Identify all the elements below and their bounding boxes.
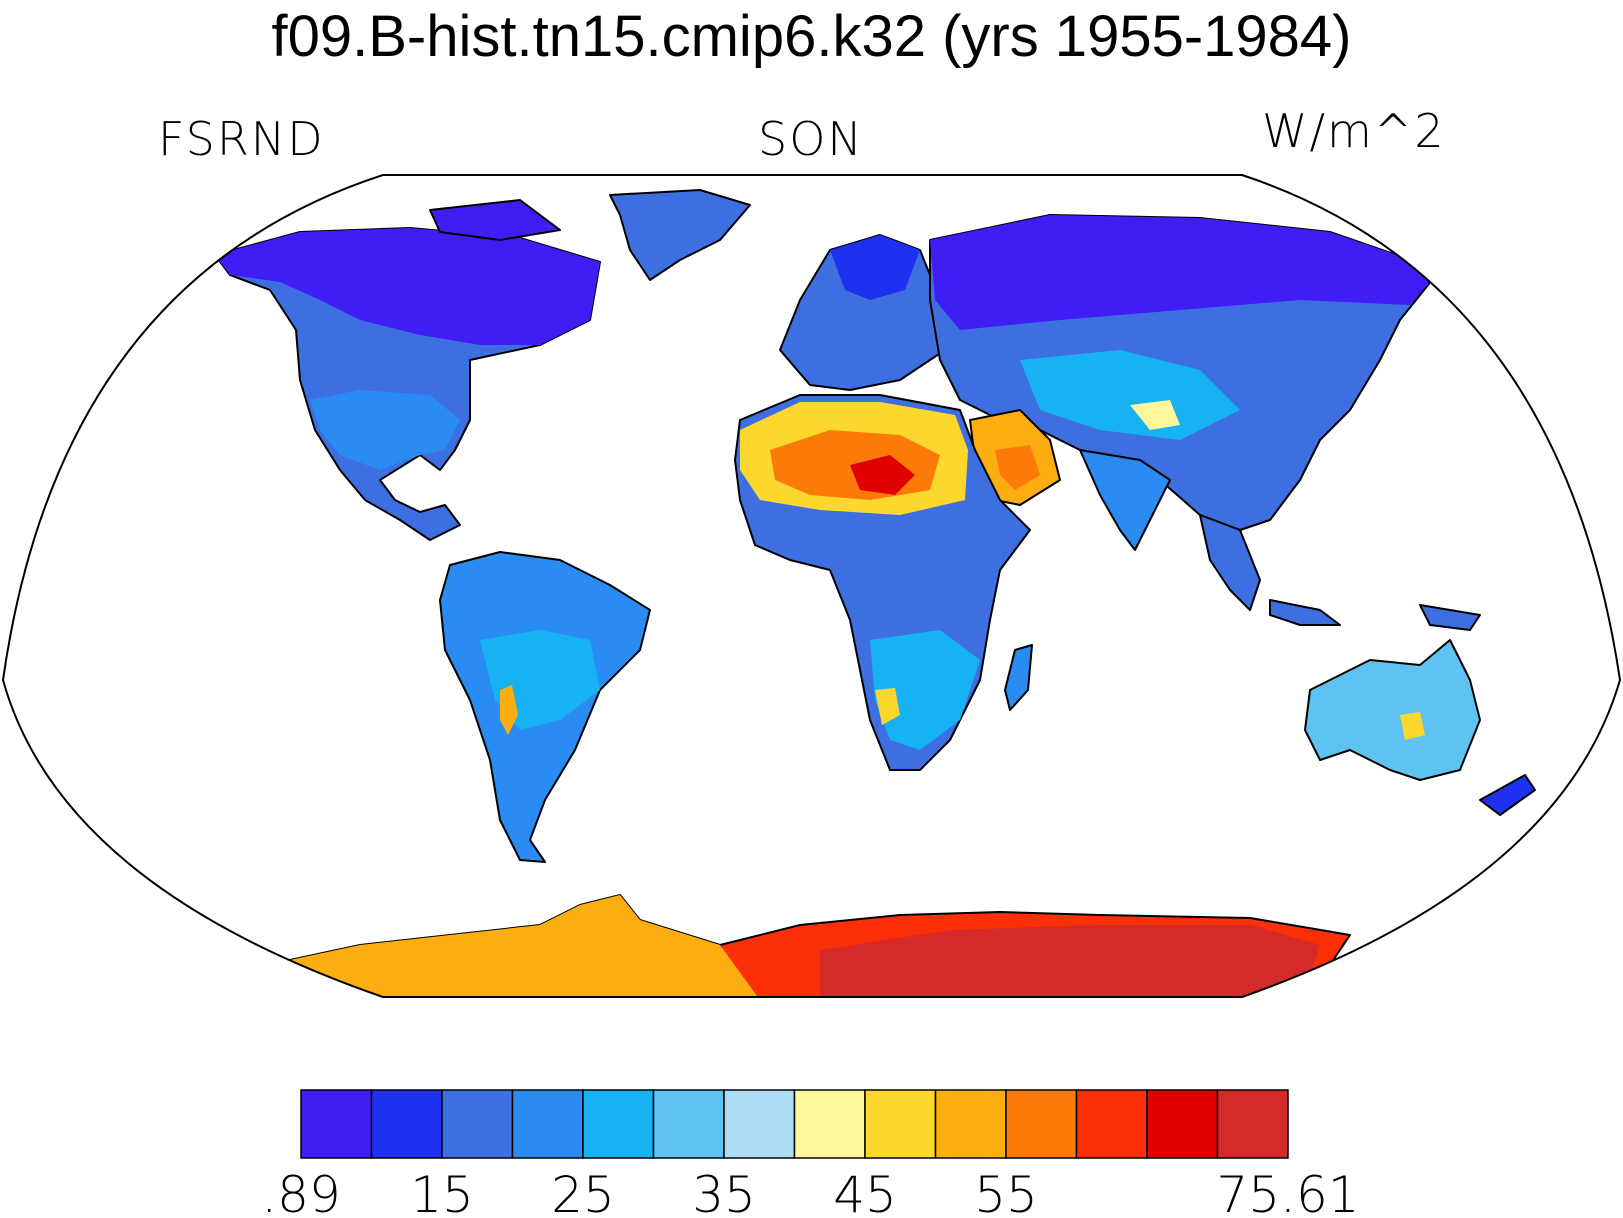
colorbar-box bbox=[864, 1089, 937, 1159]
australia-warm-patch bbox=[1400, 712, 1425, 740]
colorbar-tick-label: 75.61 bbox=[1216, 1166, 1359, 1218]
andes-warm-patch bbox=[500, 685, 518, 735]
colorbar-tick-labels: .89 15 25 35 45 55 75.61 bbox=[261, 1166, 1359, 1218]
colorbar-tick-label: 35 bbox=[692, 1166, 756, 1218]
australia-landmass bbox=[1304, 639, 1481, 781]
units-label: W/m^2 bbox=[1262, 104, 1446, 158]
southeast-asia bbox=[1199, 514, 1261, 611]
tibet-warm-patch bbox=[1130, 400, 1180, 430]
colorbar-tick-label: 45 bbox=[833, 1166, 897, 1218]
variable-label: FSRND bbox=[158, 112, 325, 166]
colorbar-box bbox=[1005, 1089, 1078, 1159]
north-america-south-band bbox=[310, 390, 460, 470]
plot-title: f09.B-hist.tn15.cmip6.k32 (yrs 1955-1984… bbox=[271, 4, 1352, 69]
central-asia-light bbox=[1020, 350, 1240, 440]
new-guinea bbox=[1419, 604, 1481, 631]
season-label: SON bbox=[758, 112, 864, 166]
colorbar-tick-label: 15 bbox=[410, 1166, 474, 1218]
colorbar-box bbox=[441, 1089, 514, 1159]
colorbar-tick-label: 25 bbox=[551, 1166, 615, 1218]
siberia-band bbox=[930, 215, 1440, 330]
east-antarctica-core bbox=[820, 925, 1320, 997]
colorbar-tick-label: .89 bbox=[261, 1166, 341, 1218]
west-antarctica-warm bbox=[270, 895, 760, 997]
india bbox=[1079, 449, 1171, 551]
colorbar-box bbox=[1146, 1089, 1219, 1159]
north-america-north-band bbox=[215, 228, 600, 345]
colorbar-box bbox=[793, 1089, 866, 1159]
colorbar-box bbox=[370, 1089, 443, 1159]
colorbar-box bbox=[934, 1089, 1007, 1159]
colorbar-box bbox=[723, 1089, 796, 1159]
colorbar-box bbox=[652, 1089, 725, 1159]
madagascar bbox=[1004, 644, 1033, 711]
scandinavia bbox=[830, 235, 920, 300]
kalahari-warm bbox=[875, 688, 900, 725]
new-zealand bbox=[1479, 774, 1536, 816]
indonesia bbox=[1269, 599, 1341, 626]
map-frame-outline bbox=[1, 174, 1622, 998]
canadian-archipelago bbox=[429, 199, 561, 241]
southern-africa-light bbox=[870, 630, 980, 750]
sahara-hottest bbox=[850, 455, 915, 495]
colorbar-box bbox=[300, 1089, 373, 1159]
map-projection-frame bbox=[1, 174, 1622, 998]
colorbar-box bbox=[582, 1089, 655, 1159]
greenland bbox=[609, 189, 751, 281]
colorbar-box bbox=[511, 1089, 584, 1159]
colorbar-box bbox=[1075, 1089, 1148, 1159]
arabia-hot-core bbox=[995, 445, 1040, 490]
colorbar bbox=[300, 1089, 1289, 1159]
colorbar-box bbox=[1216, 1089, 1289, 1159]
colorbar-tick-label: 55 bbox=[974, 1166, 1038, 1218]
